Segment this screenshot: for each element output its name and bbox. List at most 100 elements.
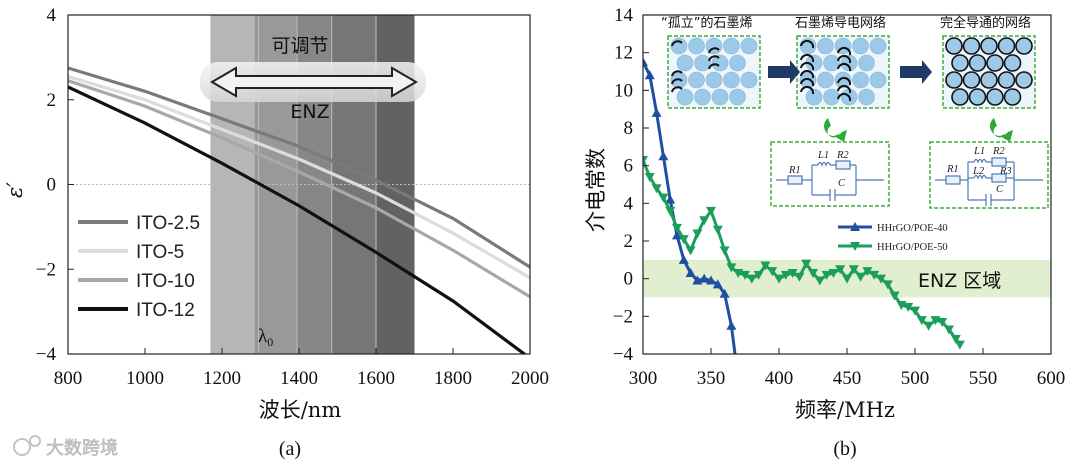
caption-b: (b) <box>833 438 856 460</box>
series-line-ito-12 <box>68 85 528 354</box>
data-point <box>814 276 825 286</box>
y-tick-label-a: 2 <box>47 90 57 111</box>
legend-label-ito-10: ITO-10 <box>136 271 195 292</box>
data-point <box>643 156 648 166</box>
data-point <box>760 261 771 271</box>
data-point <box>651 184 662 194</box>
arrow-right-2 <box>900 60 932 84</box>
graphene-flake <box>800 85 815 95</box>
sphere <box>945 37 963 55</box>
legend-label-ito-12: ITO-12 <box>136 300 195 321</box>
legend-marker-b <box>850 222 860 231</box>
inset-label-full: 完全导通的网络 <box>940 15 1031 31</box>
y-tick-label-a: −2 <box>36 259 56 280</box>
graphene-flake <box>837 84 852 94</box>
data-point <box>916 316 927 326</box>
sphere <box>705 71 723 89</box>
sphere <box>858 88 875 106</box>
graphene-flake <box>800 61 815 71</box>
x-tick-label-b: 300 <box>629 368 658 389</box>
graphene-flake <box>837 76 852 86</box>
panel-b: 300 350 400 450 500 550 600 14 12 10 8 6 4 2 0 −2 −4 ENZ… <box>584 5 1065 460</box>
sphere <box>823 54 840 72</box>
data-point <box>950 334 961 344</box>
graphene-flake <box>837 54 852 64</box>
data-point <box>944 325 954 335</box>
data-point <box>665 206 676 216</box>
data-point <box>876 274 886 284</box>
legend-a: ITO-2.5 ITO-5 ITO-10 ITO-12 <box>78 213 200 321</box>
data-point <box>658 151 669 161</box>
curved-arrow-2 <box>990 118 1013 142</box>
series-line-ito-2.5 <box>68 66 530 269</box>
x-tick-label-a: 1000 <box>126 368 164 389</box>
sphere <box>840 54 858 72</box>
sphere <box>729 54 746 72</box>
sphere <box>817 37 834 55</box>
sphere <box>805 88 823 106</box>
y-axis-label-b: 介电常数 <box>584 148 608 232</box>
legend-label-ito-2.5: ITO-2.5 <box>136 213 200 234</box>
x-tick-label-a: 1200 <box>203 368 241 389</box>
x-tick-label-b: 550 <box>969 368 998 389</box>
data-point <box>937 317 948 327</box>
data-point <box>753 270 764 280</box>
data-point <box>746 274 757 284</box>
data-point <box>842 274 852 284</box>
graphene-flake <box>837 62 852 72</box>
graphene-flake <box>800 69 815 79</box>
sphere <box>962 71 981 89</box>
y-tick-label-b: −2 <box>613 306 633 327</box>
series-group-b <box>643 57 965 354</box>
data-point <box>706 275 716 285</box>
data-point <box>706 206 716 216</box>
sphere <box>723 71 740 89</box>
x-tick-label-b: 500 <box>901 368 930 389</box>
sphere <box>951 88 969 106</box>
data-point <box>726 263 737 273</box>
data-point <box>672 223 682 233</box>
sphere <box>1003 54 1022 72</box>
sphere <box>1003 88 1022 106</box>
circuit-1-wires <box>776 160 884 201</box>
data-point <box>787 269 798 279</box>
sphere <box>1015 37 1033 55</box>
sphere <box>817 71 834 89</box>
data-point <box>644 172 655 182</box>
graphene-flake <box>800 77 815 87</box>
data-point <box>712 279 723 289</box>
sphere <box>688 37 705 55</box>
data-point <box>862 267 873 277</box>
y-tick-label-b: 14 <box>614 5 634 26</box>
data-point <box>644 70 655 80</box>
data-point <box>801 259 812 269</box>
watermark-text: 大数跨境 <box>46 437 118 459</box>
data-point <box>780 270 791 280</box>
inset-illustration: “孤立”的石墨烯 石墨烯导电网络 完全导通的网络 R1 <box>661 15 1049 209</box>
data-point <box>678 235 689 245</box>
sphere <box>968 88 987 106</box>
panel-a: 800 1000 1200 1400 1600 1800 2000 4 2 0 −2 −4 可调节 E… <box>3 5 549 460</box>
data-point <box>903 302 914 312</box>
sphere <box>688 71 705 89</box>
x-tick-label-a: 1600 <box>357 368 395 389</box>
sphere <box>694 88 711 106</box>
sphere <box>823 88 840 106</box>
y-tick-label-a: 0 <box>47 175 57 196</box>
circuit-2-l1: L1 <box>973 146 985 157</box>
ticks-b: 300 350 400 450 500 550 600 14 12 10 8 6 4 2 0 −2 −4 <box>613 5 1065 389</box>
legend-label-b: HHrGO/POE-50 <box>877 242 948 253</box>
series-line-ito-5 <box>68 74 530 280</box>
sphere <box>740 71 758 89</box>
enz-region-label: ENZ 区域 <box>918 270 1001 292</box>
arrow-right-1 <box>768 60 800 84</box>
x-axis-label-b: 频率/MHz <box>795 398 895 422</box>
x-tick-label-a: 2000 <box>511 368 549 389</box>
curved-arrow-1 <box>824 118 847 142</box>
watermark: 大数跨境 <box>13 435 118 459</box>
data-point <box>794 272 805 282</box>
lambda0-label: λ0 <box>258 326 273 349</box>
circuit-box-2 <box>929 141 1049 209</box>
sphere <box>997 37 1016 55</box>
y-tick-label-a: 4 <box>47 5 57 26</box>
